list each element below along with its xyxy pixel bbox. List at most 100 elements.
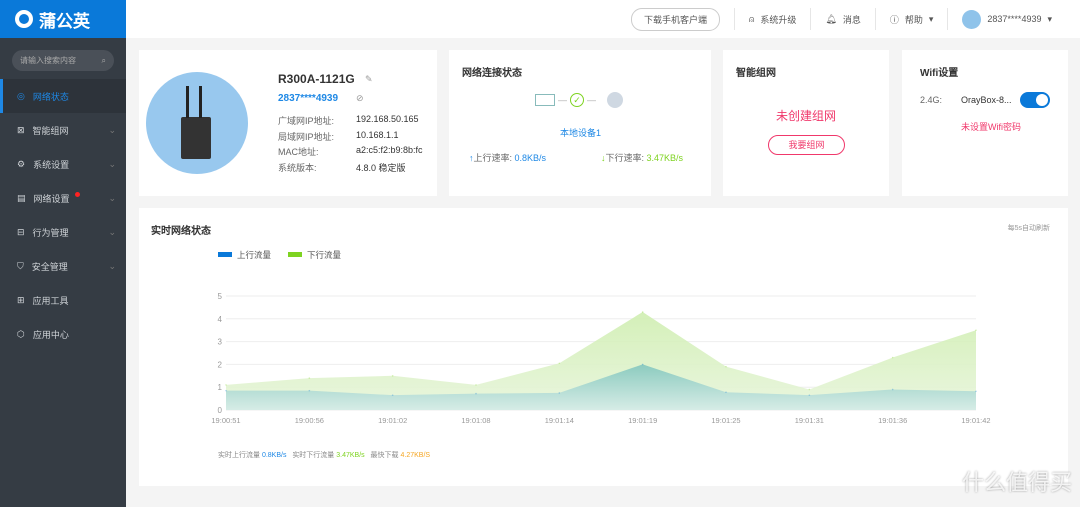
x-tick-label: 19:00:51 — [211, 416, 240, 425]
legend-label[interactable]: 下行流量 — [307, 250, 342, 260]
legend-label[interactable]: 上行流量 — [237, 250, 272, 260]
card-title: 实时网络状态 — [151, 226, 211, 237]
x-tick-label: 19:01:31 — [795, 416, 824, 425]
data-point — [725, 365, 727, 368]
data-point — [475, 392, 477, 395]
data-point — [641, 311, 644, 313]
arrow-up-icon: ↑ — [469, 153, 474, 163]
legend-swatch — [218, 252, 232, 257]
app-name: 蒲公英 — [39, 11, 90, 31]
sidebar-item-label: 安全管理 — [31, 261, 68, 272]
data-point — [308, 377, 311, 379]
x-tick-label: 19:01:08 — [461, 416, 490, 425]
data-point — [808, 388, 811, 391]
data-point — [725, 391, 727, 394]
behavior-icon: ⊟ — [17, 226, 25, 237]
card-title: 网络连接状态 — [462, 68, 522, 79]
avatar — [962, 9, 982, 29]
sidebar-item-0[interactable]: ◎ 网络状态 — [0, 79, 126, 113]
device-info-row: 系统版本: 4.8.0 稳定版 — [278, 161, 423, 177]
x-tick-label: 19:01:14 — [545, 416, 574, 425]
search-input[interactable]: 请输入搜索内容 ⌕ — [12, 50, 114, 71]
sidebar-item-label: 应用工具 — [32, 295, 69, 306]
globe-icon: ◎ — [17, 90, 25, 101]
y-tick-label: 4 — [218, 315, 223, 324]
shield-icon: ⛉ — [17, 260, 24, 271]
user-name: 2837****4939 — [987, 14, 1042, 24]
chevron-down-icon: ⌄ — [108, 158, 116, 169]
wifi-toggle[interactable] — [1020, 92, 1050, 108]
logo[interactable]: 蒲公英 — [0, 0, 126, 38]
local-device-link[interactable]: 本地设备1 — [560, 128, 602, 138]
edit-icon[interactable]: ✎ — [365, 74, 373, 84]
mesh-status: 未创建组网 — [775, 109, 836, 123]
search-placeholder: 请输入搜索内容 — [20, 56, 76, 65]
card-title: 智能组网 — [736, 68, 776, 79]
wifi-ssid: OrayBox-8... — [961, 95, 1012, 105]
traffic-summary: 实时上行流量 0.8KB/s 实时下行流量 3.47KB/s 最快下载 4.27… — [218, 452, 431, 459]
wifi-warning[interactable]: 未设置Wifi密码 — [961, 122, 1021, 132]
caret-down-icon: ▾ — [1047, 13, 1052, 24]
data-point — [225, 384, 227, 386]
data-point — [891, 388, 894, 391]
x-tick-label: 19:01:36 — [878, 416, 907, 425]
wifi-card: Wifi设置 2.4G: OrayBox-8... 未设置Wifi密码 — [902, 50, 1068, 196]
notification-dot — [75, 192, 80, 197]
data-point — [641, 363, 644, 366]
area-series-upload — [226, 364, 976, 410]
upgrade-icon: ⍝ — [748, 13, 755, 24]
data-point — [975, 329, 977, 332]
device-id: 2837****4939 — [278, 93, 339, 104]
data-point — [391, 394, 394, 396]
data-point — [891, 356, 894, 359]
settings-icon: ▤ — [17, 192, 26, 203]
messages-label: 消息 — [842, 14, 861, 25]
sidebar-item-label: 智能组网 — [32, 125, 69, 136]
upload-rate: ↑上行速率: 0.8KB/s — [469, 153, 547, 163]
x-tick-label: 19:01:25 — [711, 416, 740, 425]
network-status-card: 网络连接状态 — ✓ — 本地设备1 ↑上行速率: 0.8KB/s ↓下行速率: … — [449, 50, 711, 196]
download-client-button[interactable]: 下载手机客户端 — [630, 7, 720, 31]
check-icon: ✓ — [570, 93, 584, 107]
create-mesh-button[interactable]: 我要组网 — [768, 135, 845, 155]
info-value: a2:c5:f2:b9:8b:fc — [356, 145, 423, 155]
legend-swatch — [288, 252, 302, 257]
upgrade-button[interactable]: ⍝ 系统升级 — [733, 8, 810, 30]
sidebar-item-label: 系统设置 — [33, 159, 70, 170]
data-point — [558, 392, 561, 394]
sidebar-item-label: 应用中心 — [32, 329, 69, 340]
sidebar-item-5[interactable]: ⛉ 安全管理 ⌄ — [0, 249, 126, 283]
messages-button[interactable]: 🔔︎ 消息 — [810, 8, 874, 30]
sidebar-item-4[interactable]: ⊟ 行为管理 ⌄ — [0, 215, 126, 249]
sidebar-item-3[interactable]: ▤ 网络设置 ⌄ — [0, 181, 126, 215]
sidebar-item-label: 行为管理 — [32, 227, 69, 238]
watermark: 什么值得买 — [961, 470, 1072, 495]
sidebar-item-label: 网络状态 — [32, 91, 69, 102]
eye-hidden-icon[interactable]: ⊘ — [356, 93, 364, 103]
x-tick-label: 19:01:19 — [628, 416, 657, 425]
sidebar-item-6[interactable]: ⊞ 应用工具 — [0, 283, 126, 317]
help-icon: ⓘ — [889, 14, 899, 25]
area-series-download — [226, 311, 976, 410]
caret-down-icon: ▾ — [928, 13, 934, 24]
device-info-row: 局域网IP地址: 10.168.1.1 — [278, 130, 423, 146]
help-menu[interactable]: ⓘ 帮助 ▾ — [874, 8, 948, 30]
network-icon: ⊠ — [17, 124, 25, 135]
search-icon[interactable]: ⌕ — [101, 55, 106, 65]
y-tick-label: 1 — [218, 383, 223, 392]
device-card: R300A-1121G ✎ 2837****4939 ⊘ 广域网IP地址: 192… — [139, 50, 437, 196]
chevron-down-icon: ⌄ — [108, 226, 116, 237]
chevron-down-icon: ⌄ — [108, 192, 116, 203]
x-tick-label: 19:01:42 — [961, 416, 990, 425]
globe-icon — [607, 92, 623, 108]
info-key: 广域网IP地址: — [278, 116, 335, 126]
sidebar-item-7[interactable]: ⬡ 应用中心 — [0, 317, 126, 351]
user-menu[interactable]: 2837****4939 ▾ — [947, 8, 1066, 30]
sidebar-item-label: 网络设置 — [33, 193, 70, 204]
cube-icon: ⬡ — [17, 328, 25, 339]
sidebar-item-1[interactable]: ⊠ 智能组网 ⌄ — [0, 113, 126, 147]
info-value: 10.168.1.1 — [356, 129, 399, 140]
sidebar-item-2[interactable]: ⚙ 系统设置 ⌄ — [0, 147, 126, 181]
device-name: R300A-1121G — [278, 72, 355, 86]
y-tick-label: 0 — [218, 406, 223, 415]
